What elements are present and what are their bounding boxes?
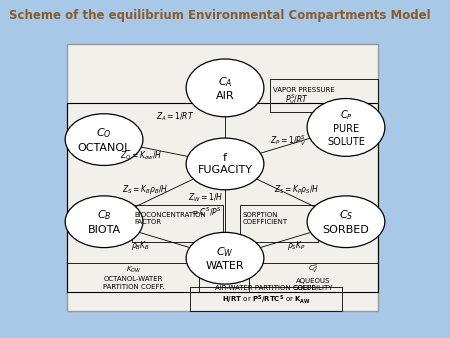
Text: $Z_W = 1/H$
$= C^S/P^S$: $Z_W = 1/H$ $= C^S/P^S$ xyxy=(188,192,223,218)
Text: f
FUGACITY: f FUGACITY xyxy=(198,153,252,175)
Ellipse shape xyxy=(186,233,264,284)
Ellipse shape xyxy=(307,98,385,156)
Ellipse shape xyxy=(186,59,264,117)
Text: $\rho_S K_P$: $\rho_S K_P$ xyxy=(287,239,306,252)
Text: $\mathit{C}_B$
BIOTA: $\mathit{C}_B$ BIOTA xyxy=(87,209,121,235)
Text: $\mathit{C}_P$
PURE
SOLUTE: $\mathit{C}_P$ PURE SOLUTE xyxy=(327,108,365,147)
Text: $P^S_V/RT$: $P^S_V/RT$ xyxy=(285,92,309,107)
Text: SORPTION
COEFFICIENT: SORPTION COEFFICIENT xyxy=(242,212,288,225)
Text: AIR-WATER PARTITION COEFF.
$\bf{H/RT}$ or $\bf{P^S/RTC^S}$ or $\bf{K_{AW}}$: AIR-WATER PARTITION COEFF. $\bf{H/RT}$ o… xyxy=(215,285,317,306)
Ellipse shape xyxy=(186,138,264,190)
Ellipse shape xyxy=(65,114,143,165)
Text: $\mathit{C}_S$
SORBED: $\mathit{C}_S$ SORBED xyxy=(323,209,369,235)
Bar xyxy=(68,44,378,312)
Text: $Z_A = 1/RT$: $Z_A = 1/RT$ xyxy=(156,111,194,123)
Text: $\mathit{C}_A$
AIR: $\mathit{C}_A$ AIR xyxy=(216,75,234,101)
Text: $\mathit{C}_W$
WATER: $\mathit{C}_W$ WATER xyxy=(206,245,244,271)
Text: $Z_O = K_{ow}/H$: $Z_O = K_{ow}/H$ xyxy=(120,149,162,162)
Text: $\rho_B K_B$: $\rho_B K_B$ xyxy=(131,239,150,252)
Text: $C^S_V$
AQUEOUS
SOLUBILITY: $C^S_V$ AQUEOUS SOLUBILITY xyxy=(294,263,333,291)
Text: BIOCONCENTRATION
FACTOR: BIOCONCENTRATION FACTOR xyxy=(134,212,206,225)
Text: $K_{OW}$
OCTANOL-WATER
PARTITION COEFF.: $K_{OW}$ OCTANOL-WATER PARTITION COEFF. xyxy=(103,265,164,290)
Text: $Z_P = 1/P^S_V$: $Z_P = 1/P^S_V$ xyxy=(270,133,306,148)
Text: VAPOR PRESSURE: VAPOR PRESSURE xyxy=(274,87,335,93)
Text: Scheme of the equilibrium Environmental Compartments Model: Scheme of the equilibrium Environmental … xyxy=(9,9,431,22)
Ellipse shape xyxy=(307,196,385,247)
Text: $Z_S = K_B\rho_B/H$: $Z_S = K_B\rho_B/H$ xyxy=(122,183,168,196)
Text: $Z_S = K_P\rho_S/H$: $Z_S = K_P\rho_S/H$ xyxy=(274,183,319,196)
Text: $\mathit{C}_O$
OCTANOL: $\mathit{C}_O$ OCTANOL xyxy=(77,126,131,153)
Ellipse shape xyxy=(65,196,143,247)
